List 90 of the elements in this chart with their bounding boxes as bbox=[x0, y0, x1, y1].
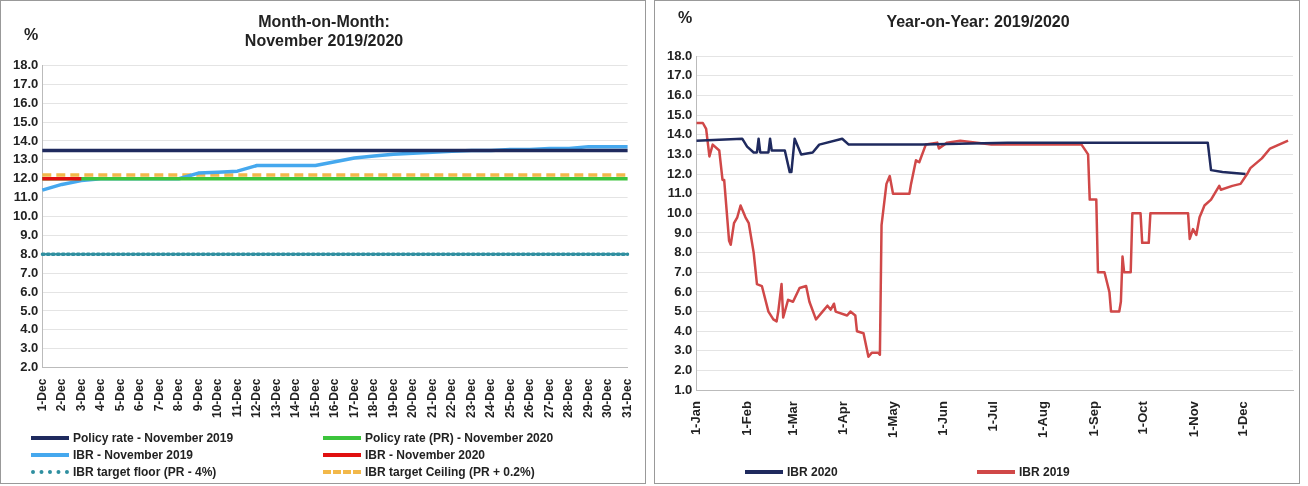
y-tick-label: 18.0 bbox=[12, 56, 39, 72]
y-tick-label: 4.0 bbox=[674, 322, 693, 338]
legend-label: IBR 2019 bbox=[1019, 465, 1070, 479]
x-tick-label: 1-Aug bbox=[1035, 401, 1051, 438]
x-tick-label: 10-Dec bbox=[210, 378, 225, 418]
x-tick-label: 19-Dec bbox=[385, 378, 400, 418]
y-tick-label: 4.0 bbox=[20, 321, 39, 337]
x-tick-label: 11-Dec bbox=[229, 378, 244, 418]
y-tick-label: 2.0 bbox=[20, 359, 39, 375]
x-tick-label: 1-Feb bbox=[738, 401, 754, 436]
y-tick-label: 13.0 bbox=[666, 146, 693, 161]
x-tick-label: 7-Dec bbox=[151, 378, 166, 412]
x-tick-label: 1-Oct bbox=[1135, 400, 1151, 435]
y-axis-title: % bbox=[23, 25, 39, 43]
x-tick-label: 14-Dec bbox=[288, 378, 303, 418]
x-tick-label: 16-Dec bbox=[327, 378, 342, 418]
x-tick-label: 1-Jan bbox=[687, 401, 703, 436]
x-tick-label: 1-Sep bbox=[1086, 401, 1102, 437]
x-tick-label: 12-Dec bbox=[249, 378, 264, 418]
x-tick-label: 8-Dec bbox=[171, 378, 186, 412]
y-tick-label: 2.0 bbox=[674, 362, 693, 378]
x-tick-label: 25-Dec bbox=[502, 378, 517, 418]
y-tick-label: 8.0 bbox=[674, 244, 693, 260]
y-tick-label: 15.0 bbox=[12, 113, 39, 129]
y-tick-label: 17.0 bbox=[666, 67, 693, 83]
y-tick-label: 17.0 bbox=[12, 75, 39, 91]
y-tick-label: 12.0 bbox=[12, 170, 39, 186]
x-tick-label: 29-Dec bbox=[580, 378, 595, 418]
x-tick-label: 2-Dec bbox=[54, 378, 69, 412]
x-tick-label: 9-Dec bbox=[190, 378, 205, 412]
x-tick-label: 21-Dec bbox=[424, 378, 439, 418]
x-tick-label: 3-Dec bbox=[73, 378, 88, 412]
x-tick-label: 31-Dec bbox=[619, 378, 634, 418]
x-tick-label: 1-Mar bbox=[784, 401, 800, 436]
x-tick-label: 1-Dec bbox=[34, 378, 49, 412]
x-tick-label: 30-Dec bbox=[600, 378, 615, 418]
legend-label: IBR 2020 bbox=[787, 465, 838, 479]
y-tick-label: 12.0 bbox=[666, 165, 693, 181]
y-tick-label: 16.0 bbox=[12, 94, 39, 110]
y-tick-label: 14.0 bbox=[666, 126, 693, 142]
y-tick-label: 18.0 bbox=[666, 47, 693, 63]
x-tick-label: 13-Dec bbox=[268, 378, 283, 418]
y-tick-label: 7.0 bbox=[20, 264, 39, 280]
y-tick-label: 8.0 bbox=[20, 245, 39, 261]
x-tick-label: 26-Dec bbox=[522, 378, 537, 418]
y-tick-label: 10.0 bbox=[12, 208, 39, 224]
x-tick-label: 1-Apr bbox=[835, 401, 851, 436]
y-tick-label: 9.0 bbox=[20, 226, 39, 242]
x-tick-label: 1-Dec bbox=[1235, 401, 1251, 437]
y-tick-label: 1.0 bbox=[674, 381, 693, 397]
legend-label: IBR target floor (PR - 4%) bbox=[73, 465, 217, 479]
x-tick-label: 22-Dec bbox=[444, 378, 459, 418]
legend-label: Policy rate - November 2019 bbox=[73, 431, 234, 445]
y-tick-label: 9.0 bbox=[674, 224, 693, 240]
x-tick-label: 27-Dec bbox=[541, 378, 556, 418]
x-tick-label: 17-Dec bbox=[346, 378, 361, 418]
legend-label: IBR target Ceiling (PR + 0.2%) bbox=[365, 465, 535, 479]
x-tick-label: 1-Nov bbox=[1186, 400, 1202, 438]
x-tick-label: 20-Dec bbox=[405, 378, 420, 418]
x-tick-label: 1-May bbox=[884, 400, 900, 439]
y-tick-label: 5.0 bbox=[20, 302, 39, 318]
y-tick-label: 10.0 bbox=[666, 204, 693, 220]
y-tick-label: 11.0 bbox=[13, 189, 39, 205]
legend-label: Policy rate (PR) - November 2020 bbox=[365, 431, 554, 445]
x-tick-label: 23-Dec bbox=[463, 378, 478, 418]
y-tick-label: 13.0 bbox=[12, 151, 39, 167]
y-tick-label: 6.0 bbox=[20, 283, 39, 299]
x-tick-label: 1-Jun bbox=[935, 401, 951, 436]
y-tick-label: 3.0 bbox=[674, 342, 693, 358]
y-tick-label: 15.0 bbox=[666, 106, 693, 122]
x-tick-label: 28-Dec bbox=[561, 378, 576, 418]
y-tick-label: 7.0 bbox=[674, 263, 693, 279]
x-tick-label: 6-Dec bbox=[132, 378, 147, 412]
y-axis-title: % bbox=[677, 8, 693, 26]
legend-label: IBR - November 2019 bbox=[73, 448, 194, 462]
chart-title: Month-on-Month: November 2019/2020 bbox=[244, 13, 404, 50]
x-tick-label: 18-Dec bbox=[366, 378, 381, 418]
y-tick-label: 6.0 bbox=[674, 283, 693, 299]
y-tick-label: 11.0 bbox=[667, 185, 693, 201]
x-tick-label: 24-Dec bbox=[483, 378, 498, 418]
y-tick-label: 5.0 bbox=[674, 303, 693, 319]
x-tick-label: 15-Dec bbox=[307, 378, 322, 418]
legend-label: IBR - November 2020 bbox=[365, 448, 486, 462]
x-tick-label: 1-Jul bbox=[984, 401, 1000, 432]
x-tick-label: 4-Dec bbox=[93, 378, 108, 412]
chart-title: Year-on-Year: 2019/2020 bbox=[886, 13, 1070, 31]
y-tick-label: 14.0 bbox=[12, 132, 39, 148]
y-tick-label: 16.0 bbox=[666, 87, 693, 103]
x-tick-label: 5-Dec bbox=[112, 378, 127, 412]
y-tick-label: 3.0 bbox=[20, 340, 39, 356]
